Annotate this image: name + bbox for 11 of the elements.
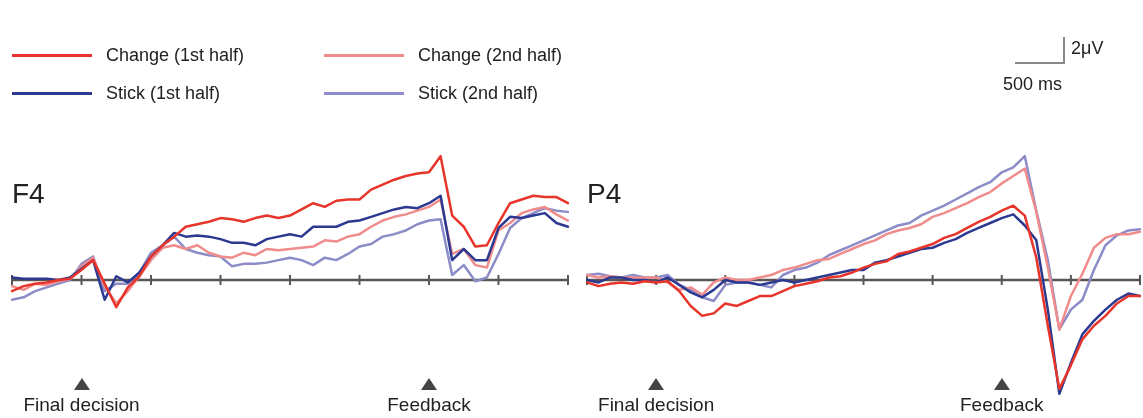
- text: P4: [587, 178, 622, 210]
- text: F4: [12, 178, 45, 210]
- text: Feedback: [959, 394, 1045, 416]
- text: Final decision: [22, 394, 141, 416]
- legend-label: Stick (2nd half): [418, 82, 539, 104]
- scale-bar: 2μV 500 ms: [1003, 32, 1128, 94]
- legend-label: Change (1st half): [106, 44, 245, 66]
- text: Feedback: [386, 394, 472, 416]
- legend-label: Stick (1st half): [106, 82, 221, 104]
- legend-label: Change (2nd half): [418, 44, 563, 66]
- text: Final decision: [597, 394, 716, 416]
